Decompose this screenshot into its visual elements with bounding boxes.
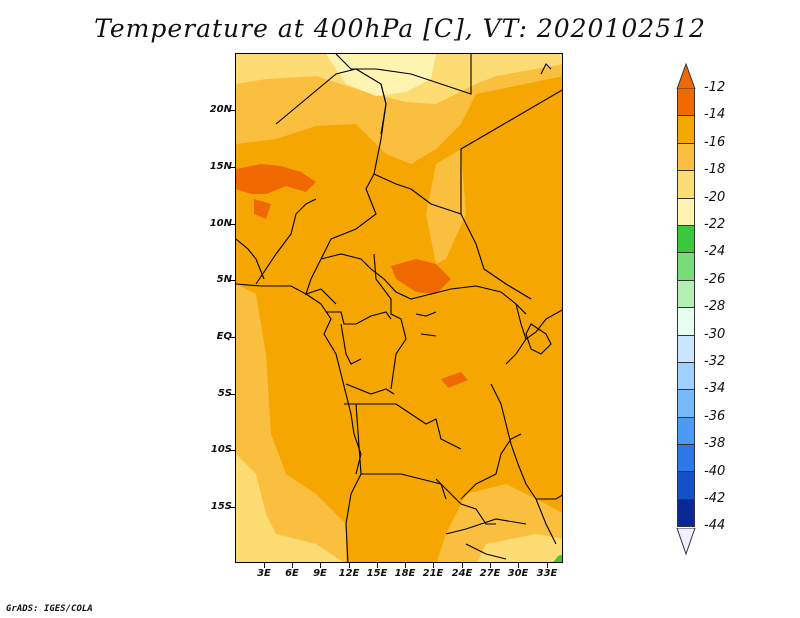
lat-tick [230,280,235,281]
lon-tick [433,563,434,568]
colorbar-label: -12 [704,80,726,95]
colorbar-label: -20 [704,189,726,205]
lat-tick [230,167,235,168]
lon-label-21e: 21E [422,568,444,579]
colorbar-label: -34 [704,381,726,397]
lat-label-5n: 5N [216,274,232,285]
colorbar-label: -30 [704,326,726,342]
lon-tick [518,563,519,568]
lat-label-eq: EQ [216,331,232,342]
lat-label-10n: 10N [209,218,232,229]
colorbar-segment [677,171,695,199]
lat-label-10s: 10S [210,444,232,455]
lon-label-33e: 33E [536,568,558,579]
lon-label-3e: 3E [257,568,271,579]
colorbar-bottom-arrow [676,528,696,556]
colorbar-segment [677,280,695,309]
colorbar-segment [677,335,695,363]
colorbar-label: -42 [704,491,726,506]
lon-label-12e: 12E [338,568,360,579]
colorbar [677,89,695,528]
colorbar-segment [677,445,695,473]
map-title: Temperature at 400hPa [C], VT: 202010251… [94,14,706,43]
lat-label-5s: 5S [217,388,232,399]
colorbar-label: -18 [704,162,726,178]
lat-tick [230,224,235,225]
colorbar-label: -14 [704,107,726,123]
colorbar-label: -16 [704,134,726,150]
lat-tick [230,394,235,395]
field-band-east [426,149,466,264]
lon-label-27e: 27E [479,568,501,579]
lon-label-6e: 6E [285,568,299,579]
warm-spot-central [391,259,451,294]
lon-tick [320,563,321,568]
lon-tick [490,563,491,568]
country-borders [236,54,562,562]
colorbar-label: -28 [704,299,726,315]
map-canvas [236,54,562,562]
colorbar-label: -44 [704,518,726,534]
field-band-south [477,534,562,562]
lon-tick [264,563,265,568]
lat-tick [230,450,235,451]
colorbar-segment [677,143,695,172]
colorbar-label: -22 [704,217,726,232]
lon-tick [462,563,463,568]
lat-label-20n: 20N [209,104,232,115]
field-band-palest [326,54,436,96]
lon-label-24e: 24E [451,568,473,579]
colorbar-label: -26 [704,271,726,287]
colorbar-segment [677,472,695,500]
lat-label-15n: 15N [209,161,232,172]
colorbar-label: -32 [704,354,726,369]
lon-tick [292,563,293,568]
field-band-west [236,284,346,562]
colorbar-segment [677,89,695,117]
credit-label: GrADS: IGES/COLA [6,604,93,614]
lat-tick [230,507,235,508]
colorbar-segment [677,362,695,391]
temperature-map [235,53,563,563]
field-band-southwest [236,454,343,562]
warm-spot-small [254,199,271,219]
lat-tick [230,110,235,111]
colorbar-segment [677,308,695,336]
lat-label-15s: 15S [210,501,232,512]
lon-tick [547,563,548,568]
lon-label-30e: 30E [507,568,529,579]
colorbar-segment [677,499,695,528]
lon-label-9e: 9E [313,568,327,579]
lon-label-15e: 15E [366,568,388,579]
cold-spot [553,554,562,562]
colorbar-label: -40 [704,463,726,479]
colorbar-segment [677,390,695,418]
lon-tick [377,563,378,568]
lon-tick [405,563,406,568]
colorbar-segment [677,116,695,144]
warm-spot-east [441,372,468,388]
lon-label-18e: 18E [394,568,416,579]
colorbar-label: -38 [704,436,726,452]
lat-tick [230,337,235,338]
colorbar-segment [677,198,695,226]
colorbar-label: -24 [704,244,726,260]
lon-tick [349,563,350,568]
colorbar-segment [677,417,695,446]
colorbar-top-arrow [676,63,696,89]
warm-spot-west [236,164,316,194]
colorbar-segment [677,253,695,281]
colorbar-label: -36 [704,408,726,424]
colorbar-segment [677,225,695,254]
